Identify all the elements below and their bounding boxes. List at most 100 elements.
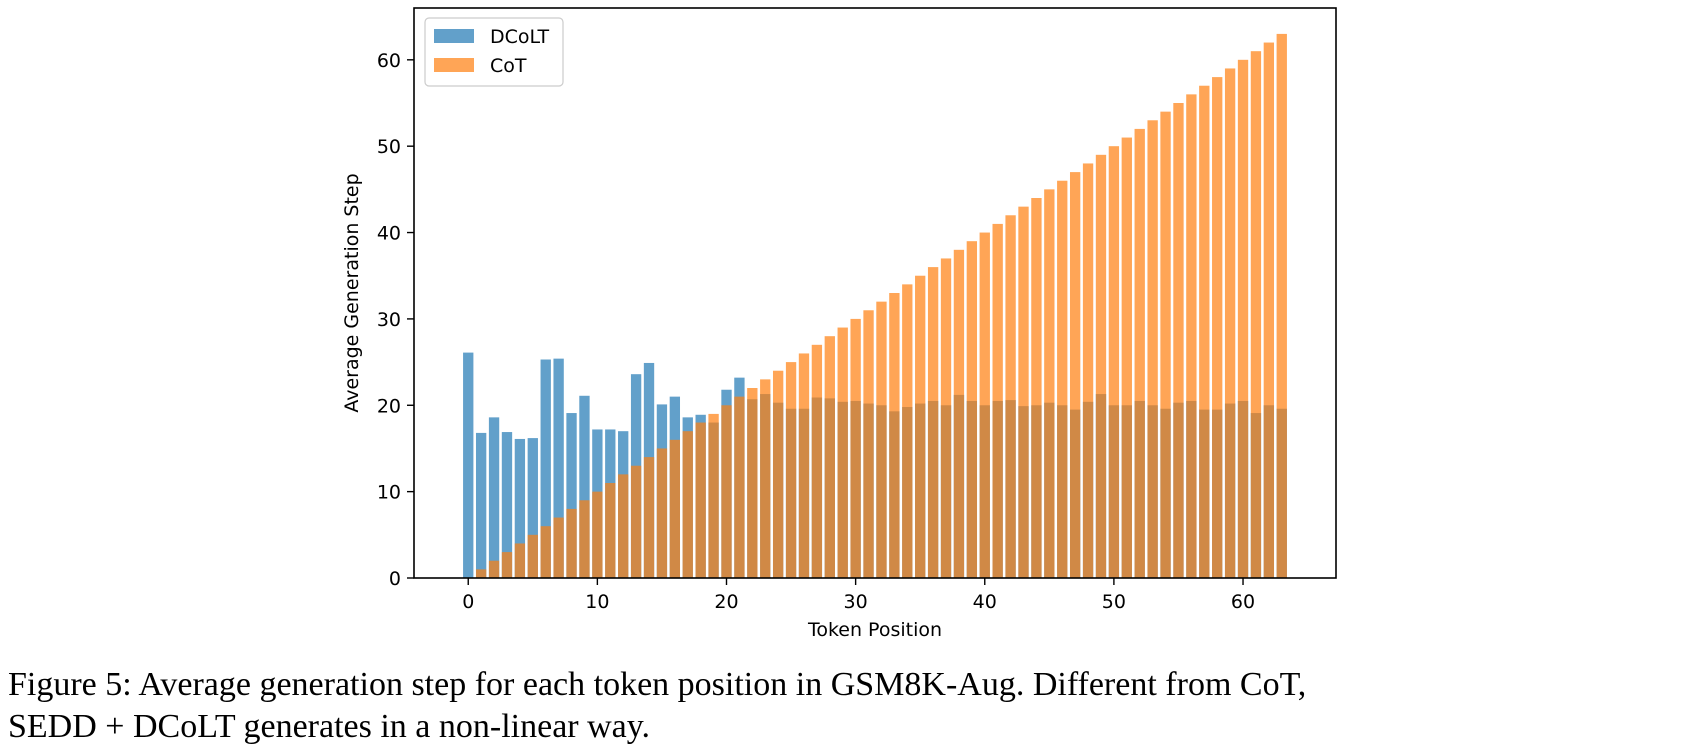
bar-cot-29 bbox=[837, 327, 848, 578]
bar-cot-7 bbox=[553, 517, 564, 578]
y-tick-label: 30 bbox=[377, 309, 401, 331]
bar-cot-12 bbox=[618, 474, 629, 578]
bar-cot-19 bbox=[708, 413, 719, 578]
bar-chart: 0 10 20 30 40 50 60 0 10 20 30 40 50 60 Token Positi… bbox=[341, 7, 1337, 641]
x-axis-title: Token Position bbox=[807, 619, 942, 641]
x-tick-label: 0 bbox=[462, 591, 474, 613]
bar-cot-57 bbox=[1199, 85, 1210, 579]
bar-cot-13 bbox=[630, 465, 642, 578]
bar-dcolt-4 bbox=[514, 438, 526, 578]
bar-cot-44 bbox=[1031, 198, 1042, 578]
bar-cot-52 bbox=[1134, 128, 1145, 578]
bar-cot-51 bbox=[1121, 137, 1132, 578]
x-tick-label: 30 bbox=[844, 591, 868, 613]
bar-dcolt-5 bbox=[527, 438, 538, 578]
bar-cot-41 bbox=[992, 223, 1003, 578]
x-tick-label: 40 bbox=[973, 591, 997, 613]
bar-cot-58 bbox=[1212, 77, 1223, 578]
bar-cot-32 bbox=[876, 301, 887, 578]
chart-figure: 0 10 20 30 40 50 60 0 10 20 30 40 50 60 Token Positi… bbox=[341, 7, 1337, 641]
bar-cot-36 bbox=[927, 267, 939, 578]
bar-cot-23 bbox=[760, 379, 771, 578]
bar-cot-60 bbox=[1237, 59, 1249, 579]
x-tick-label: 50 bbox=[1102, 591, 1126, 613]
bar-cot-22 bbox=[747, 388, 758, 578]
bar-cot-61 bbox=[1250, 51, 1262, 578]
bar-cot-11 bbox=[605, 483, 616, 578]
bar-dcolt-1 bbox=[475, 432, 487, 578]
bar-cot-43 bbox=[1018, 206, 1029, 579]
y-tick-label: 10 bbox=[377, 482, 401, 504]
bar-cot-48 bbox=[1082, 163, 1094, 579]
plot-frame bbox=[413, 7, 1337, 579]
bar-cot-33 bbox=[889, 293, 900, 578]
bar-cot-47 bbox=[1069, 172, 1081, 578]
bar-cot-31 bbox=[863, 310, 874, 578]
bar-cot-17 bbox=[682, 431, 693, 578]
bar-cot-6 bbox=[540, 526, 551, 578]
bar-cot-9 bbox=[579, 500, 590, 578]
x-tick-label: 10 bbox=[585, 591, 609, 613]
bar-cot-56 bbox=[1186, 94, 1197, 578]
bar-cot-3 bbox=[501, 552, 513, 578]
bar-cot-50 bbox=[1108, 146, 1120, 578]
bar-cot-39 bbox=[966, 241, 978, 578]
legend-swatch-dcolt bbox=[434, 29, 474, 43]
caption-line-1: Figure 5: Average generation step for ea… bbox=[8, 666, 1307, 703]
y-axis: 0 10 20 30 40 50 60 bbox=[377, 50, 414, 590]
y-tick-label: 40 bbox=[377, 223, 401, 245]
bar-cot-28 bbox=[824, 336, 835, 578]
bar-dcolt-0 bbox=[463, 352, 474, 578]
legend: DCoLT CoT bbox=[424, 17, 564, 87]
legend-swatch-cot bbox=[434, 58, 474, 72]
bar-cot-25 bbox=[785, 362, 797, 578]
bar-cot-26 bbox=[798, 353, 810, 578]
caption-line-2: SEDD + DCoLT generates in a non-linear w… bbox=[8, 708, 651, 745]
bar-dcolt-3 bbox=[501, 432, 513, 578]
bar-cot-27 bbox=[811, 344, 823, 578]
bar-cot-21 bbox=[734, 396, 745, 578]
bar-cot-35 bbox=[915, 275, 926, 578]
x-tick-label: 60 bbox=[1231, 591, 1255, 613]
bar-cot-38 bbox=[953, 249, 965, 578]
bar-cot-37 bbox=[940, 258, 952, 578]
bar-dcolt-2 bbox=[488, 417, 500, 578]
bar-cot-10 bbox=[592, 491, 603, 578]
y-tick-label: 0 bbox=[389, 568, 401, 590]
x-tick-label: 20 bbox=[714, 591, 738, 613]
bar-cot-53 bbox=[1147, 120, 1158, 578]
bar-cot-62 bbox=[1263, 42, 1275, 578]
bar-cot-55 bbox=[1173, 103, 1184, 578]
bar-cot-14 bbox=[643, 457, 655, 578]
legend-label-cot: CoT bbox=[490, 55, 527, 77]
bar-cot-63 bbox=[1276, 33, 1287, 578]
bar-cot-1 bbox=[475, 569, 487, 578]
y-axis-title: Average Generation Step bbox=[341, 173, 363, 412]
bar-cot-42 bbox=[1005, 215, 1016, 579]
y-tick-label: 50 bbox=[377, 136, 401, 158]
bar-cot-49 bbox=[1095, 154, 1107, 578]
bar-cot-16 bbox=[669, 439, 681, 578]
bar-cot-30 bbox=[850, 318, 861, 578]
bar-cot-15 bbox=[656, 448, 668, 578]
bar-cot-34 bbox=[902, 284, 913, 578]
y-tick-label: 20 bbox=[377, 395, 401, 417]
bar-cot-46 bbox=[1057, 180, 1068, 578]
bar-cot-54 bbox=[1160, 111, 1171, 579]
bar-dcolt-6 bbox=[540, 359, 551, 578]
bar-cot-2 bbox=[488, 560, 500, 578]
bar-cot-8 bbox=[566, 508, 577, 578]
bar-cot-24 bbox=[772, 370, 784, 578]
bar-cot-45 bbox=[1044, 189, 1055, 578]
bar-dcolt-8 bbox=[566, 413, 577, 578]
bar-dcolt-9 bbox=[579, 395, 590, 578]
bar-cot-5 bbox=[527, 534, 538, 578]
legend-label-dcolt: DCoLT bbox=[490, 26, 549, 48]
bar-cot-20 bbox=[721, 405, 732, 578]
bar-cot-59 bbox=[1224, 68, 1236, 579]
bar-cot-4 bbox=[514, 543, 526, 578]
bar-dcolt-7 bbox=[553, 358, 564, 578]
bar-cot-18 bbox=[695, 422, 706, 578]
y-tick-label: 60 bbox=[377, 50, 401, 72]
x-axis: 0 10 20 30 40 50 60 bbox=[462, 578, 1255, 613]
